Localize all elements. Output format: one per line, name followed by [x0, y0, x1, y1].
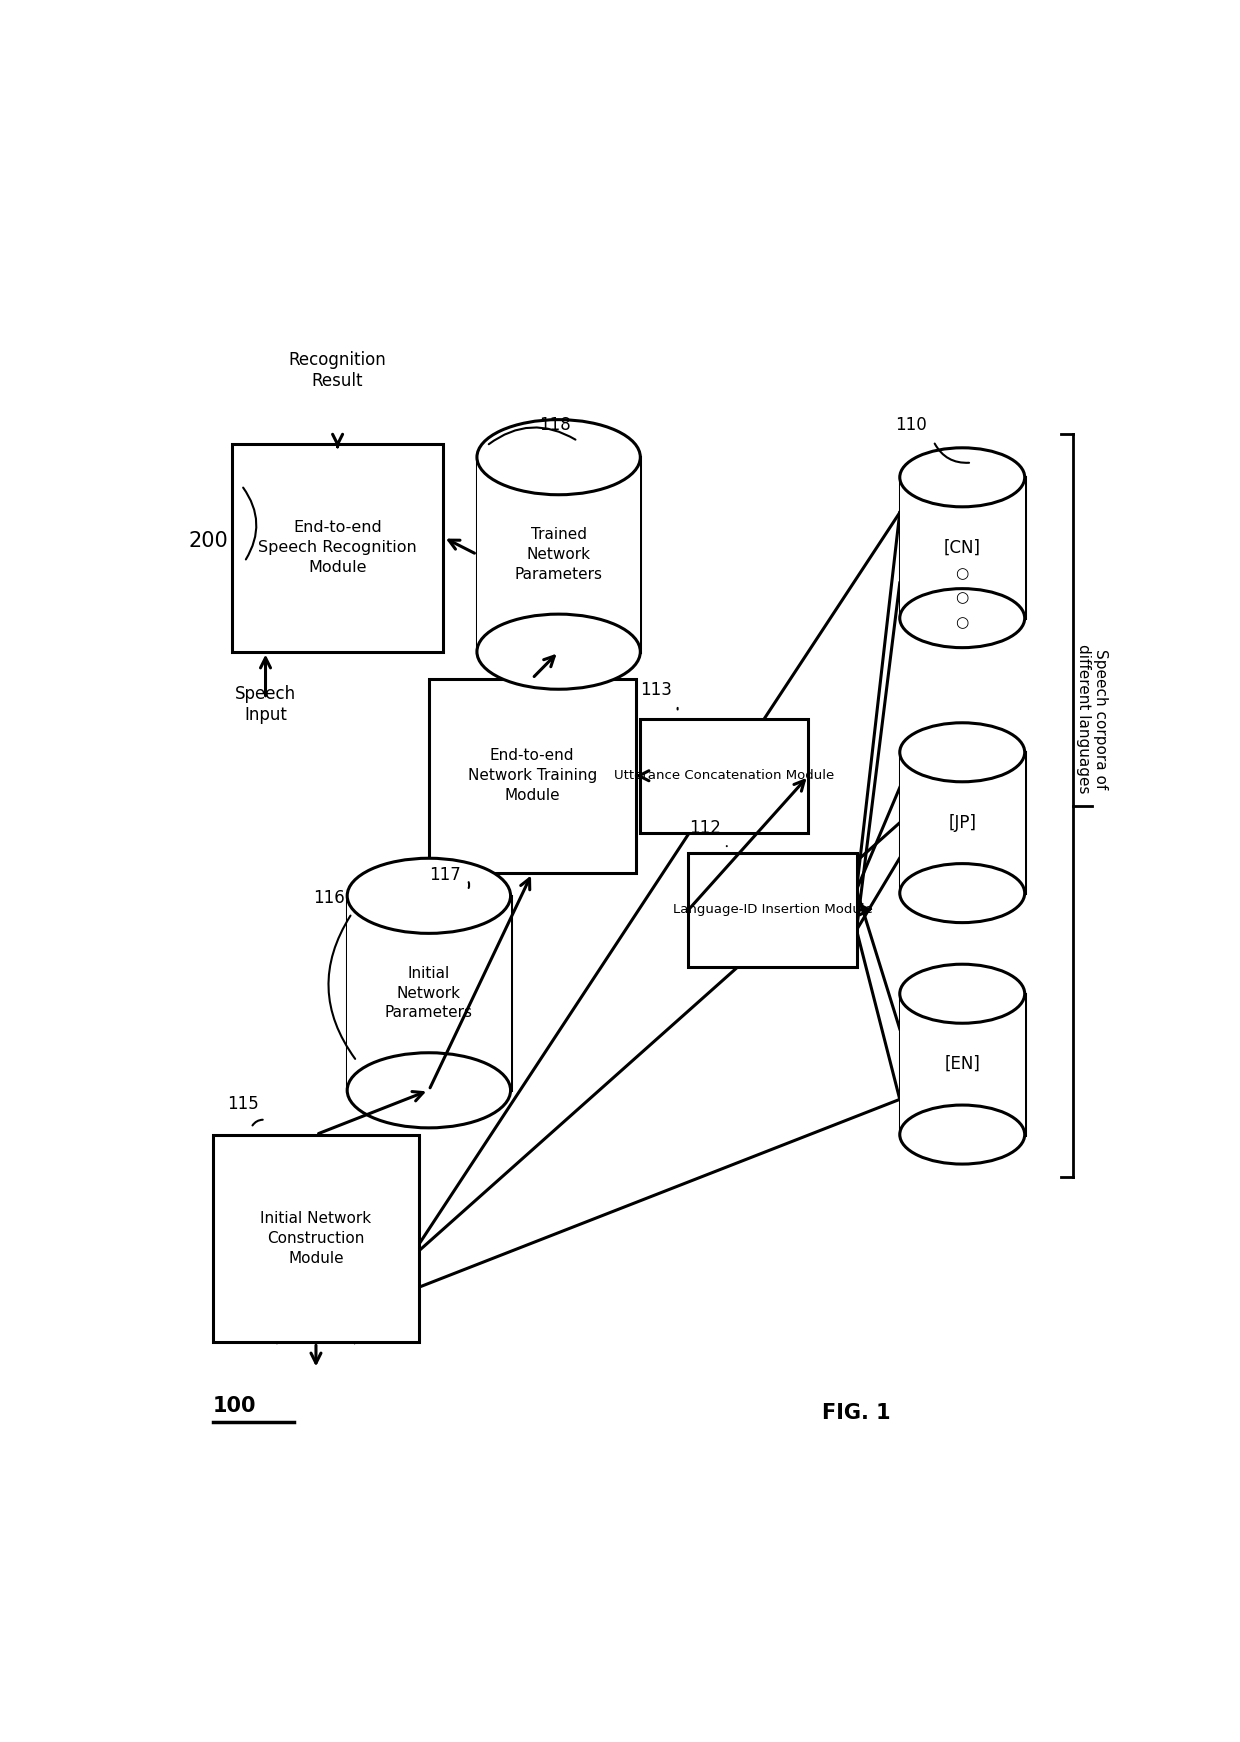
FancyBboxPatch shape	[900, 753, 1024, 894]
Text: [CN]: [CN]	[944, 538, 981, 557]
Ellipse shape	[347, 859, 511, 934]
Text: 200: 200	[188, 531, 228, 550]
FancyBboxPatch shape	[429, 679, 635, 873]
FancyBboxPatch shape	[900, 993, 1024, 1134]
Text: 110: 110	[895, 416, 926, 434]
Ellipse shape	[900, 965, 1024, 1023]
Text: 117: 117	[429, 866, 460, 883]
Text: Initial Network
Construction
Module: Initial Network Construction Module	[260, 1211, 372, 1266]
Ellipse shape	[900, 864, 1024, 923]
Ellipse shape	[900, 448, 1024, 507]
Text: 113: 113	[640, 681, 672, 699]
Text: [JP]: [JP]	[949, 814, 976, 831]
Text: FIG. 1: FIG. 1	[822, 1402, 890, 1423]
FancyBboxPatch shape	[900, 477, 1024, 618]
Text: Language-ID Insertion Module: Language-ID Insertion Module	[672, 904, 873, 916]
Text: Recognition
Result: Recognition Result	[289, 352, 387, 390]
Ellipse shape	[900, 1104, 1024, 1164]
Text: ○
○
○: ○ ○ ○	[956, 566, 968, 631]
Text: Speech corpora of
different languages: Speech corpora of different languages	[1076, 645, 1109, 794]
Text: 116: 116	[314, 888, 345, 906]
FancyBboxPatch shape	[213, 1134, 419, 1343]
Text: Trained
Network
Parameters: Trained Network Parameters	[515, 528, 603, 582]
FancyBboxPatch shape	[232, 444, 444, 652]
Text: 112: 112	[689, 819, 722, 836]
Text: [EN]: [EN]	[945, 1056, 980, 1073]
FancyBboxPatch shape	[477, 456, 640, 652]
Ellipse shape	[900, 589, 1024, 648]
Ellipse shape	[347, 1052, 511, 1127]
Text: 115: 115	[227, 1096, 259, 1113]
Text: Speech
Input: Speech Input	[234, 685, 296, 725]
Text: Utterance Concatenation Module: Utterance Concatenation Module	[614, 770, 835, 782]
Ellipse shape	[477, 615, 640, 690]
Text: 118: 118	[539, 416, 572, 434]
Ellipse shape	[900, 723, 1024, 782]
FancyBboxPatch shape	[688, 854, 857, 967]
Text: 100: 100	[213, 1397, 257, 1416]
Ellipse shape	[477, 420, 640, 495]
FancyBboxPatch shape	[347, 895, 511, 1090]
Text: Initial
Network
Parameters: Initial Network Parameters	[384, 965, 472, 1021]
Text: End-to-end
Network Training
Module: End-to-end Network Training Module	[467, 749, 596, 803]
Text: End-to-end
Speech Recognition
Module: End-to-end Speech Recognition Module	[258, 521, 417, 575]
FancyBboxPatch shape	[640, 719, 808, 833]
